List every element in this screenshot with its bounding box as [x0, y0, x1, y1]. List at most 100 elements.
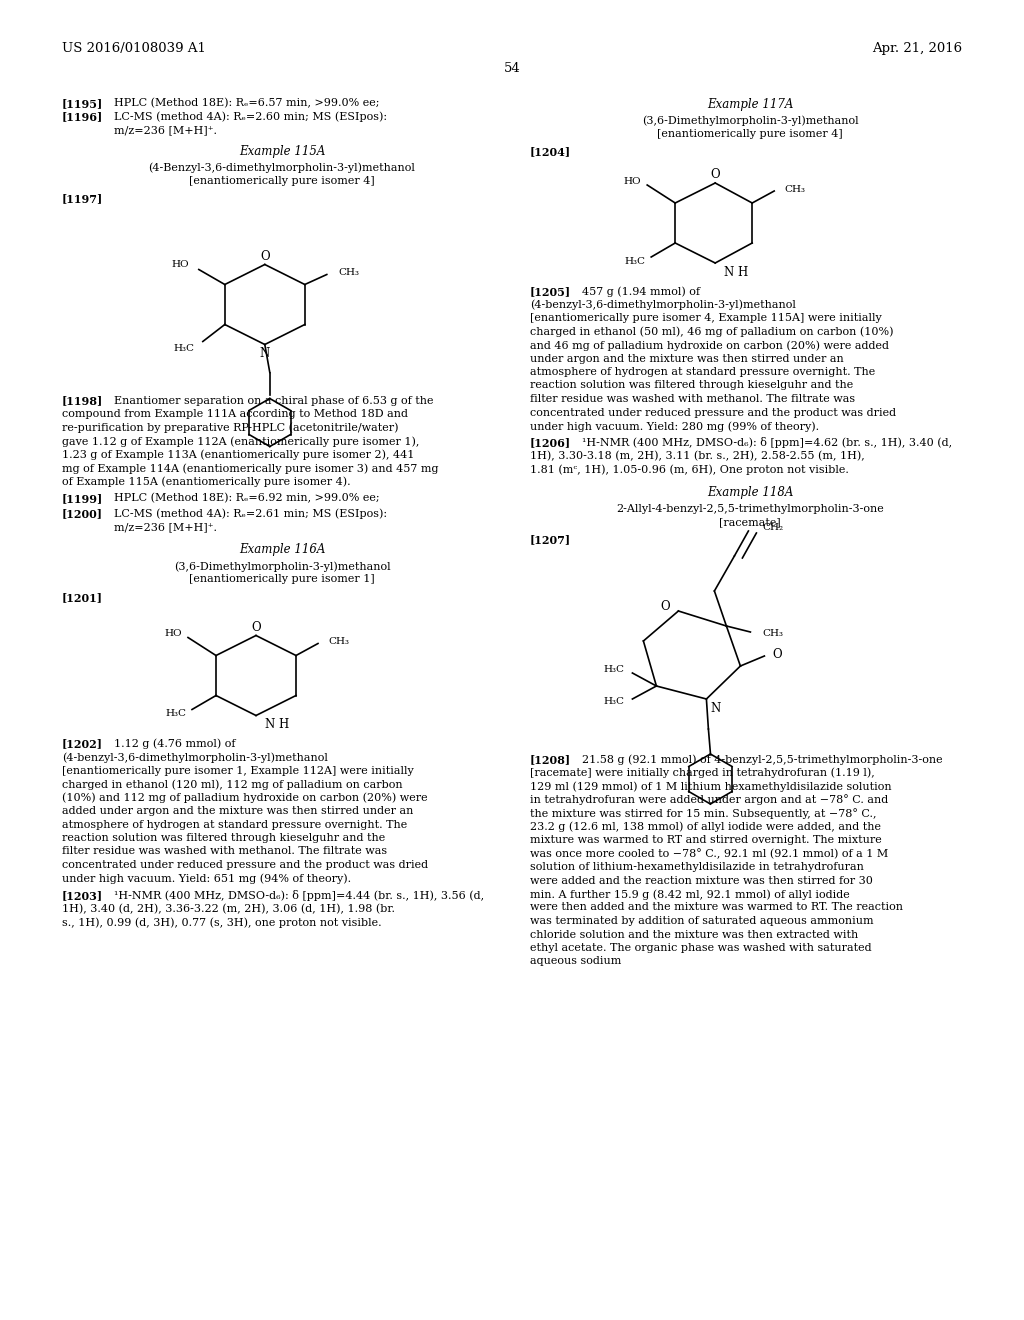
- Text: [enantiomerically pure isomer 1, Example 112A] were initially: [enantiomerically pure isomer 1, Example…: [62, 766, 414, 776]
- Text: HO: HO: [624, 177, 641, 186]
- Text: compound from Example 111A according to Method 18D and: compound from Example 111A according to …: [62, 409, 408, 418]
- Text: of Example 115A (enantiomerically pure isomer 4).: of Example 115A (enantiomerically pure i…: [62, 477, 350, 487]
- Text: [racemate]: [racemate]: [719, 517, 781, 527]
- Text: O: O: [260, 249, 269, 263]
- Text: N: N: [264, 718, 274, 731]
- Text: min. A further 15.9 g (8.42 ml, 92.1 mmol) of allyl iodide: min. A further 15.9 g (8.42 ml, 92.1 mmo…: [530, 888, 850, 899]
- Text: 1H), 3.30-3.18 (m, 2H), 3.11 (br. s., 2H), 2.58-2.55 (m, 1H),: 1H), 3.30-3.18 (m, 2H), 3.11 (br. s., 2H…: [530, 451, 864, 462]
- Text: 1.12 g (4.76 mmol) of: 1.12 g (4.76 mmol) of: [114, 738, 236, 748]
- Text: under argon and the mixture was then stirred under an: under argon and the mixture was then sti…: [530, 354, 844, 363]
- Text: (4-benzyl-3,6-dimethylmorpholin-3-yl)methanol: (4-benzyl-3,6-dimethylmorpholin-3-yl)met…: [530, 300, 796, 310]
- Text: m/z=236 [M+H]⁺.: m/z=236 [M+H]⁺.: [114, 125, 217, 135]
- Text: HO: HO: [165, 630, 182, 638]
- Text: mg of Example 114A (enantiomerically pure isomer 3) and 457 mg: mg of Example 114A (enantiomerically pur…: [62, 463, 438, 474]
- Text: [1207]: [1207]: [530, 535, 571, 545]
- Text: [1202]: [1202]: [62, 738, 103, 750]
- Text: [1208]: [1208]: [530, 754, 571, 766]
- Text: N: N: [260, 347, 270, 360]
- Text: Example 117A: Example 117A: [707, 98, 794, 111]
- Text: atmosphere of hydrogen at standard pressure overnight. The: atmosphere of hydrogen at standard press…: [530, 367, 876, 378]
- Text: was once more cooled to −78° C., 92.1 ml (92.1 mmol) of a 1 M: was once more cooled to −78° C., 92.1 ml…: [530, 849, 888, 859]
- Text: Enantiomer separation on a chiral phase of 6.53 g of the: Enantiomer separation on a chiral phase …: [114, 396, 433, 405]
- Text: charged in ethanol (50 ml), 46 mg of palladium on carbon (10%): charged in ethanol (50 ml), 46 mg of pal…: [530, 326, 894, 337]
- Text: (4-benzyl-3,6-dimethylmorpholin-3-yl)methanol: (4-benzyl-3,6-dimethylmorpholin-3-yl)met…: [62, 752, 328, 763]
- Text: CH₃: CH₃: [328, 638, 349, 645]
- Text: chloride solution and the mixture was then extracted with: chloride solution and the mixture was th…: [530, 929, 858, 940]
- Text: Example 115A: Example 115A: [239, 144, 326, 157]
- Text: 2-Allyl-4-benzyl-2,5,5-trimethylmorpholin-3-one: 2-Allyl-4-benzyl-2,5,5-trimethylmorpholi…: [616, 503, 884, 513]
- Text: charged in ethanol (120 ml), 112 mg of palladium on carbon: charged in ethanol (120 ml), 112 mg of p…: [62, 779, 402, 789]
- Text: gave 1.12 g of Example 112A (enantiomerically pure isomer 1),: gave 1.12 g of Example 112A (enantiomeri…: [62, 436, 420, 446]
- Text: [1200]: [1200]: [62, 508, 103, 520]
- Text: and 46 mg of palladium hydroxide on carbon (20%) were added: and 46 mg of palladium hydroxide on carb…: [530, 341, 889, 351]
- Text: H: H: [278, 718, 288, 731]
- Text: m/z=236 [M+H]⁺.: m/z=236 [M+H]⁺.: [114, 521, 217, 532]
- Text: H: H: [737, 265, 748, 279]
- Text: mixture was warmed to RT and stirred overnight. The mixture: mixture was warmed to RT and stirred ove…: [530, 836, 882, 845]
- Text: [1198]: [1198]: [62, 396, 103, 407]
- Text: 129 ml (129 mmol) of 1 M lithium hexamethyldisilazide solution: 129 ml (129 mmol) of 1 M lithium hexamet…: [530, 781, 892, 792]
- Text: [enantiomerically pure isomer 1]: [enantiomerically pure isomer 1]: [189, 574, 375, 585]
- Text: HPLC (Method 18E): Rₑ=6.57 min, >99.0% ee;: HPLC (Method 18E): Rₑ=6.57 min, >99.0% e…: [114, 98, 380, 108]
- Text: were added and the reaction mixture was then stirred for 30: were added and the reaction mixture was …: [530, 875, 872, 886]
- Text: solution of lithium-hexamethyldisilazide in tetrahydrofuran: solution of lithium-hexamethyldisilazide…: [530, 862, 864, 873]
- Text: H₃C: H₃C: [603, 665, 625, 675]
- Text: H₃C: H₃C: [603, 697, 625, 706]
- Text: atmosphere of hydrogen at standard pressure overnight. The: atmosphere of hydrogen at standard press…: [62, 820, 408, 829]
- Text: (10%) and 112 mg of palladium hydroxide on carbon (20%) were: (10%) and 112 mg of palladium hydroxide …: [62, 792, 428, 803]
- Text: 1H), 3.40 (d, 2H), 3.36-3.22 (m, 2H), 3.06 (d, 1H), 1.98 (br.: 1H), 3.40 (d, 2H), 3.36-3.22 (m, 2H), 3.…: [62, 903, 395, 913]
- Text: LC-MS (method 4A): Rₑ=2.61 min; MS (ESIpos):: LC-MS (method 4A): Rₑ=2.61 min; MS (ESIp…: [114, 508, 387, 519]
- Text: H₃C: H₃C: [174, 345, 195, 352]
- Text: [1195]: [1195]: [62, 98, 103, 110]
- Text: [1201]: [1201]: [62, 591, 103, 603]
- Text: [1205]: [1205]: [530, 286, 571, 297]
- Text: (3,6-Dimethylmorpholin-3-yl)methanol: (3,6-Dimethylmorpholin-3-yl)methanol: [174, 561, 390, 572]
- Text: was terminated by addition of saturated aqueous ammonium: was terminated by addition of saturated …: [530, 916, 873, 927]
- Text: the mixture was stirred for 15 min. Subsequently, at −78° C.,: the mixture was stirred for 15 min. Subs…: [530, 808, 877, 818]
- Text: CH₃: CH₃: [339, 268, 359, 277]
- Text: CH₃: CH₃: [763, 630, 783, 639]
- Text: 457 g (1.94 mmol) of: 457 g (1.94 mmol) of: [582, 286, 700, 297]
- Text: [enantiomerically pure isomer 4, Example 115A] were initially: [enantiomerically pure isomer 4, Example…: [530, 313, 882, 323]
- Text: O: O: [711, 169, 720, 181]
- Text: were then added and the mixture was warmed to RT. The reaction: were then added and the mixture was warm…: [530, 903, 903, 912]
- Text: filter residue was washed with methanol. The filtrate was: filter residue was washed with methanol.…: [530, 393, 855, 404]
- Text: [racemate] were initially charged in tetrahydrofuran (1.19 l),: [racemate] were initially charged in tet…: [530, 767, 874, 777]
- Text: (3,6-Dimethylmorpholin-3-yl)methanol: (3,6-Dimethylmorpholin-3-yl)methanol: [642, 116, 858, 127]
- Text: in tetrahydrofuran were added under argon and at −78° C. and: in tetrahydrofuran were added under argo…: [530, 795, 888, 805]
- Text: 1.23 g of Example 113A (enantiomerically pure isomer 2), 441: 1.23 g of Example 113A (enantiomerically…: [62, 450, 415, 461]
- Text: LC-MS (method 4A): Rₑ=2.60 min; MS (ESIpos):: LC-MS (method 4A): Rₑ=2.60 min; MS (ESIp…: [114, 111, 387, 121]
- Text: N: N: [711, 702, 721, 715]
- Text: 21.58 g (92.1 mmol) of 4-benzyl-2,5,5-trimethylmorpholin-3-one: 21.58 g (92.1 mmol) of 4-benzyl-2,5,5-tr…: [582, 754, 943, 764]
- Text: re-purification by preparative RP-HPLC (acetonitrile/water): re-purification by preparative RP-HPLC (…: [62, 422, 398, 433]
- Text: ¹H-NMR (400 MHz, DMSO-d₆): δ [ppm]=4.62 (br. s., 1H), 3.40 (d,: ¹H-NMR (400 MHz, DMSO-d₆): δ [ppm]=4.62 …: [582, 437, 952, 449]
- Text: H₃C: H₃C: [165, 709, 186, 718]
- Text: [1203]: [1203]: [62, 890, 103, 902]
- Text: 23.2 g (12.6 ml, 138 mmol) of allyl iodide were added, and the: 23.2 g (12.6 ml, 138 mmol) of allyl iodi…: [530, 821, 881, 832]
- Text: [1197]: [1197]: [62, 193, 103, 205]
- Text: CH₃: CH₃: [784, 185, 805, 194]
- Text: O: O: [660, 601, 671, 614]
- Text: [1199]: [1199]: [62, 492, 103, 504]
- Text: under high vacuum. Yield: 280 mg (99% of theory).: under high vacuum. Yield: 280 mg (99% of…: [530, 421, 819, 432]
- Text: s., 1H), 0.99 (d, 3H), 0.77 (s, 3H), one proton not visible.: s., 1H), 0.99 (d, 3H), 0.77 (s, 3H), one…: [62, 917, 382, 928]
- Text: aqueous sodium: aqueous sodium: [530, 957, 622, 966]
- Text: [enantiomerically pure isomer 4]: [enantiomerically pure isomer 4]: [189, 176, 375, 186]
- Text: Apr. 21, 2016: Apr. 21, 2016: [871, 42, 962, 55]
- Text: under high vacuum. Yield: 651 mg (94% of theory).: under high vacuum. Yield: 651 mg (94% of…: [62, 874, 351, 884]
- Text: 1.81 (mᶜ, 1H), 1.05-0.96 (m, 6H), One proton not visible.: 1.81 (mᶜ, 1H), 1.05-0.96 (m, 6H), One pr…: [530, 465, 849, 475]
- Text: Example 118A: Example 118A: [707, 486, 794, 499]
- Text: [1196]: [1196]: [62, 111, 103, 123]
- Text: (4-Benzyl-3,6-dimethylmorpholin-3-yl)methanol: (4-Benzyl-3,6-dimethylmorpholin-3-yl)met…: [148, 162, 416, 173]
- Text: concentrated under reduced pressure and the product was dried: concentrated under reduced pressure and …: [530, 408, 896, 417]
- Text: CH₂: CH₂: [763, 524, 783, 532]
- Text: N: N: [723, 265, 733, 279]
- Text: [1204]: [1204]: [530, 147, 571, 157]
- Text: reaction solution was filtered through kieselguhr and the: reaction solution was filtered through k…: [62, 833, 385, 843]
- Text: O: O: [772, 648, 782, 660]
- Text: ethyl acetate. The organic phase was washed with saturated: ethyl acetate. The organic phase was was…: [530, 942, 871, 953]
- Text: 54: 54: [504, 62, 520, 75]
- Text: filter residue was washed with methanol. The filtrate was: filter residue was washed with methanol.…: [62, 846, 387, 857]
- Text: Example 116A: Example 116A: [239, 544, 326, 557]
- Text: reaction solution was filtered through kieselguhr and the: reaction solution was filtered through k…: [530, 380, 853, 391]
